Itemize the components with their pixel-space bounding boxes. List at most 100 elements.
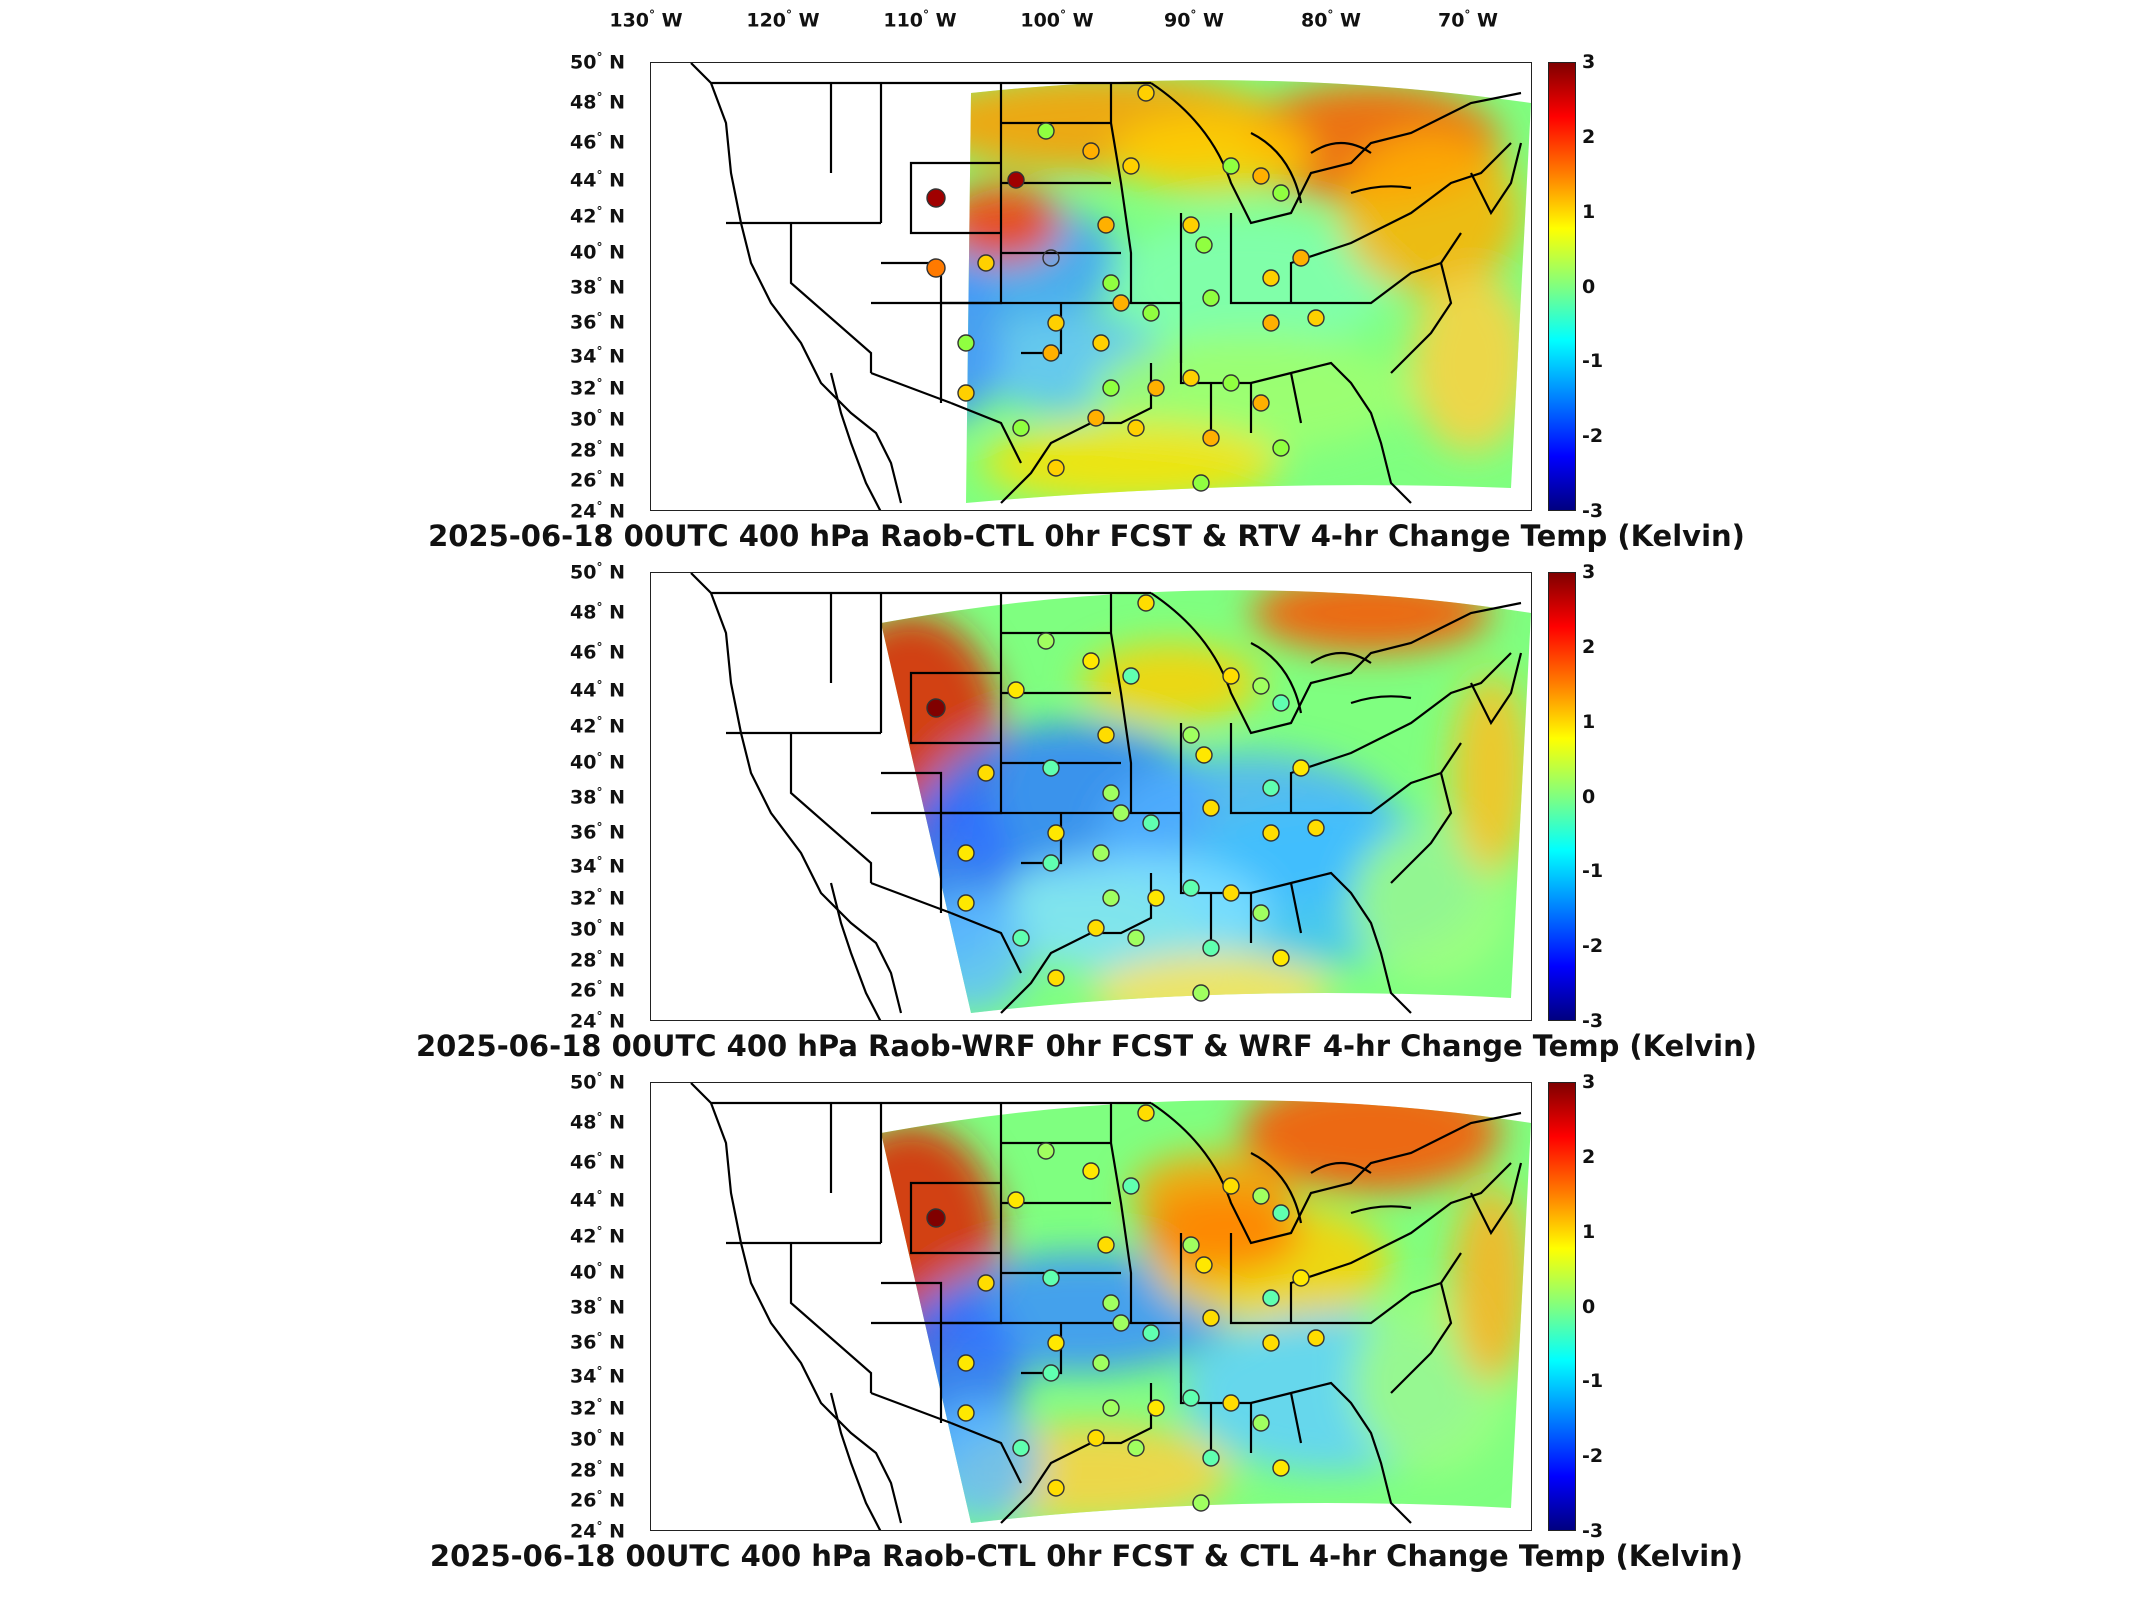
colorbar-tick: 1 (1582, 1220, 1596, 1243)
station-marker (1137, 84, 1155, 102)
station-marker (1122, 1177, 1140, 1195)
station-marker (926, 698, 946, 718)
lat-label: 40° N (570, 750, 625, 774)
colorbar-tick: 2 (1582, 1145, 1596, 1168)
station-marker (1102, 784, 1120, 802)
lat-label: 24° N (570, 1009, 625, 1033)
station-marker (957, 1354, 975, 1372)
station-marker (977, 1274, 995, 1292)
station-marker (1147, 889, 1165, 907)
colorbar-tick: 1 (1582, 200, 1596, 223)
station-marker (1272, 1459, 1290, 1477)
station-marker (1142, 304, 1160, 322)
station-marker (1292, 249, 1310, 267)
lat-label: 28° N (570, 1458, 625, 1482)
lat-label: 30° N (570, 407, 625, 431)
station-marker (1142, 1324, 1160, 1342)
lat-label: 28° N (570, 948, 625, 972)
station-marker (1222, 667, 1240, 685)
station-marker (1262, 824, 1280, 842)
panel-title: 2025-06-18 00UTC 400 hPa Raob-CTL 0hr FC… (429, 1539, 1744, 1573)
station-marker (1047, 1334, 1065, 1352)
station-marker (1042, 344, 1060, 362)
lat-label: 24° N (570, 1519, 625, 1543)
colorbar (1548, 1082, 1576, 1531)
station-marker (1202, 939, 1220, 957)
lon-label: 70° W (1437, 8, 1499, 32)
station-marker (1192, 1494, 1210, 1512)
colorbar-tick: -3 (1582, 1010, 1604, 1032)
colorbar-tick: 0 (1582, 275, 1596, 298)
map-plot-area (650, 62, 1532, 511)
station-marker (1102, 1294, 1120, 1312)
station-marker (1182, 879, 1200, 897)
station-marker (926, 1208, 946, 1228)
station-marker (1142, 814, 1160, 832)
lon-label: 80° W (1300, 8, 1362, 32)
station-marker (1252, 1414, 1270, 1432)
colorbar-tick: -3 (1582, 500, 1604, 522)
station-marker (1195, 746, 1213, 764)
lat-label: 34° N (570, 854, 625, 878)
station-marker (1127, 929, 1145, 947)
colorbar-tick: -2 (1582, 1445, 1604, 1468)
station-marker (1092, 334, 1110, 352)
station-marker (1112, 1314, 1130, 1332)
station-marker (1182, 726, 1200, 744)
station-marker (1047, 824, 1065, 842)
lat-label: 38° N (570, 1295, 625, 1319)
station-marker (1102, 889, 1120, 907)
station-marker (1192, 474, 1210, 492)
station-marker (957, 844, 975, 862)
station-marker (1087, 409, 1105, 427)
station-marker (1307, 1329, 1325, 1347)
station-marker (1082, 1162, 1100, 1180)
station-marker (1042, 249, 1060, 267)
colorbar-tick: 0 (1582, 785, 1596, 808)
lon-label: 130° W (609, 8, 683, 32)
lon-label: 120° W (746, 8, 820, 32)
station-marker (1262, 269, 1280, 287)
colorbar-tick: -1 (1582, 860, 1604, 883)
lat-label: 42° N (570, 204, 625, 228)
station-marker (1047, 314, 1065, 332)
lat-label: 50° N (570, 50, 625, 74)
lat-label: 26° N (570, 1488, 625, 1512)
lat-label: 32° N (570, 1396, 625, 1420)
station-marker (1252, 904, 1270, 922)
station-marker (1037, 1142, 1055, 1160)
station-marker (1182, 369, 1200, 387)
station-marker (1102, 274, 1120, 292)
map-plot-area (650, 572, 1532, 1021)
station-marker (1307, 819, 1325, 837)
station-marker (1222, 884, 1240, 902)
lat-label: 36° N (570, 820, 625, 844)
lat-label: 48° N (570, 600, 625, 624)
lat-label: 26° N (570, 978, 625, 1002)
station-marker (977, 254, 995, 272)
station-marker (1252, 394, 1270, 412)
station-marker (1007, 681, 1025, 699)
station-marker (957, 334, 975, 352)
station-marker (957, 1404, 975, 1422)
station-marker (1102, 1399, 1120, 1417)
station-marker (1037, 122, 1055, 140)
station-marker (1112, 804, 1130, 822)
colorbar (1548, 62, 1576, 511)
panel-title: 2025-06-18 00UTC 400 hPa Raob-CTL 0hr FC… (428, 519, 1745, 553)
station-marker (1122, 157, 1140, 175)
station-marker (1147, 1399, 1165, 1417)
map-panel: 50° N 48° N 46° N 44° N 42° N 40° N 38° N 36° N… (0, 560, 2133, 1063)
lon-label: 90° W (1163, 8, 1225, 32)
station-marker (1292, 1269, 1310, 1287)
lat-label: 48° N (570, 1110, 625, 1134)
station-marker (1292, 759, 1310, 777)
station-marker (1262, 314, 1280, 332)
station-marker (1042, 1269, 1060, 1287)
lat-label: 46° N (570, 130, 625, 154)
station-marker (1012, 929, 1030, 947)
station-marker (1307, 309, 1325, 327)
station-marker (1007, 1191, 1025, 1209)
station-marker (1262, 1289, 1280, 1307)
station-marker (1182, 1389, 1200, 1407)
